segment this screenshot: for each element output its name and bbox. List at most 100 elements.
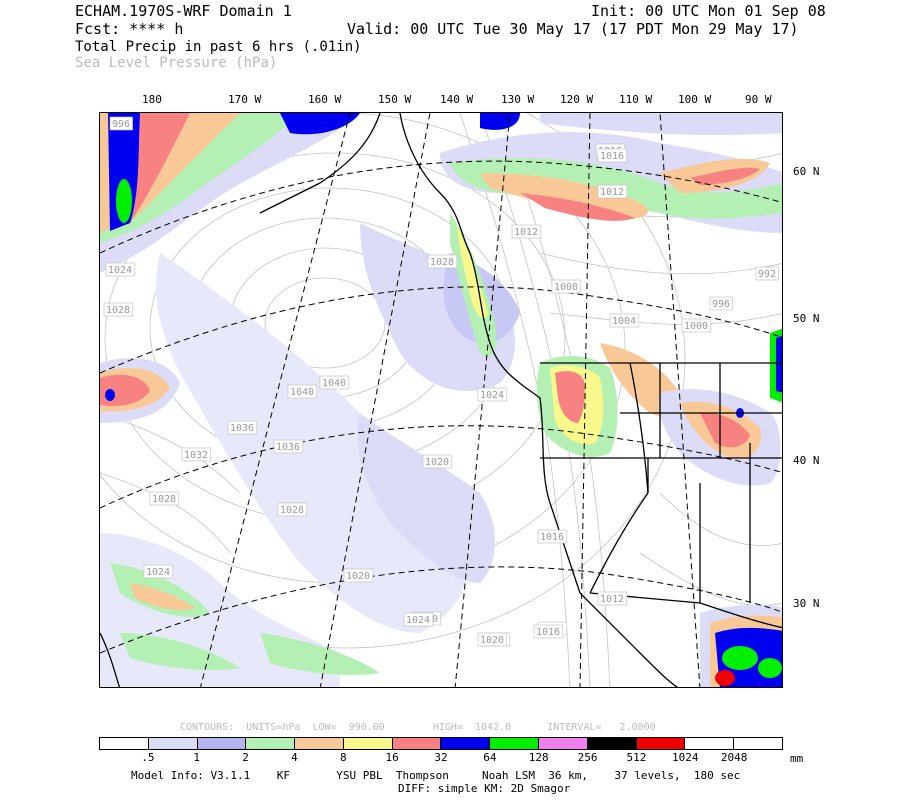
pressure-label: 1036 bbox=[276, 442, 300, 453]
lon-label: 100 W bbox=[678, 93, 712, 106]
pressure-label-box bbox=[149, 491, 180, 506]
colorbar-tick: 32 bbox=[434, 751, 448, 764]
pressure-label: 1024 bbox=[108, 265, 132, 276]
pressure-label: 1032 bbox=[184, 450, 208, 461]
pressure-label-box bbox=[227, 420, 258, 435]
colorbar-swatch bbox=[636, 738, 686, 749]
colorbar-tick: .5 bbox=[141, 751, 155, 764]
lon-label: 90 W bbox=[745, 93, 772, 106]
pressure-label-box bbox=[287, 384, 318, 399]
pressure-label-box bbox=[477, 632, 508, 647]
pressure-label-box bbox=[511, 224, 542, 239]
pressure-label-box bbox=[609, 313, 640, 328]
pressure-label-box bbox=[319, 375, 350, 390]
pressure-label-box bbox=[181, 447, 212, 462]
colorbar-tick: 2048 bbox=[720, 751, 748, 764]
colorbar-tick: 256 bbox=[577, 751, 598, 764]
colorbar-swatch bbox=[490, 738, 540, 749]
colorbar-tick: 1 bbox=[193, 751, 201, 764]
pressure-label: 1012 bbox=[600, 187, 624, 198]
lon-label: 140 W bbox=[440, 93, 474, 106]
colorbar-swatch bbox=[100, 738, 149, 749]
colorbar-swatch bbox=[392, 738, 442, 749]
pressure-label: 1016 bbox=[536, 627, 560, 638]
colorbar-tick: 8 bbox=[339, 751, 347, 764]
pressure-label: 1012 bbox=[514, 227, 538, 238]
pressure-label-box bbox=[105, 262, 136, 277]
lon-label: 110 W bbox=[619, 93, 653, 106]
pressure-label-box bbox=[755, 266, 779, 281]
pressure-label-box bbox=[422, 454, 453, 469]
colorbar-swatch bbox=[734, 738, 782, 749]
pressure-label-box bbox=[403, 612, 434, 627]
pressure-labels: 996 1024 1028 1040 1040 1036 1036 1032 1028 1028 1… bbox=[103, 116, 779, 647]
pressure-label: 1040 bbox=[322, 378, 346, 389]
colorbar-tick: 512 bbox=[626, 751, 647, 764]
valid-time: Valid: 00 UTC Tue 30 May 17 (17 PDT Mon … bbox=[347, 20, 799, 38]
colorbar-unit: mm bbox=[790, 752, 804, 765]
pressure-label-box bbox=[427, 254, 458, 269]
pressure-label-box bbox=[709, 296, 733, 311]
pressure-label: 1020 bbox=[480, 635, 504, 646]
lon-label: 170 W bbox=[228, 93, 262, 106]
precip-colorbar bbox=[99, 737, 783, 750]
pressure-label-box bbox=[681, 318, 712, 333]
pressure-label: 1028 bbox=[106, 305, 130, 316]
pressure-label-box bbox=[597, 184, 628, 199]
map-canvas: 996 1024 1028 1040 1040 1036 1036 1032 1028 1028 1… bbox=[100, 113, 782, 687]
pressure-label-box bbox=[537, 529, 568, 544]
colorbar-swatch bbox=[343, 738, 393, 749]
field-precip-title: Total Precip in past 6 hrs (.01in) bbox=[75, 39, 362, 55]
weather-map: 996 1024 1028 1040 1040 1036 1036 1032 1028 1028 1… bbox=[99, 112, 783, 688]
colorbar-tick: 2 bbox=[242, 751, 249, 764]
pressure-label: 1024 bbox=[406, 615, 430, 626]
pressure-label: 1024 bbox=[480, 390, 504, 401]
pressure-label: 1004 bbox=[612, 316, 636, 327]
pressure-label-box bbox=[533, 624, 564, 639]
lat-label: 60 N bbox=[793, 165, 820, 178]
colorbar-swatch bbox=[148, 738, 198, 749]
pressure-label: 1020 bbox=[346, 571, 370, 582]
colorbar-swatch bbox=[587, 738, 637, 749]
lon-label: 150 W bbox=[378, 93, 412, 106]
pressure-label-box bbox=[551, 279, 582, 294]
pressure-label: 1020 bbox=[425, 457, 449, 468]
pressure-label: 1028 bbox=[430, 257, 454, 268]
lon-label: 130 W bbox=[501, 93, 535, 106]
colorbar-tick: 64 bbox=[483, 751, 497, 764]
pressure-label: 1012 bbox=[600, 594, 624, 605]
pressure-label-box bbox=[477, 387, 508, 402]
pressure-label: 1036 bbox=[230, 423, 254, 434]
pressure-label: 1000 bbox=[684, 321, 708, 332]
model-title: ECHAM.1970S-WRF Domain 1 bbox=[75, 2, 292, 20]
forecast-hour: Fcst: **** h bbox=[75, 20, 184, 38]
pressure-label-box bbox=[109, 116, 133, 131]
pressure-label-box bbox=[597, 591, 628, 606]
lat-label: 40 N bbox=[793, 454, 820, 467]
colorbar-swatch bbox=[685, 738, 735, 749]
coastlines bbox=[100, 113, 782, 687]
pressure-label: 1040 bbox=[290, 387, 314, 398]
lon-label: 180 bbox=[142, 93, 162, 106]
contours-info: CONTOURS: UNITS=hPa LOW= 990.00 HIGH= 10… bbox=[180, 722, 656, 733]
lon-label: 160 W bbox=[308, 93, 342, 106]
pressure-label: 996 bbox=[112, 119, 130, 130]
colorbar-swatch bbox=[539, 738, 588, 749]
pressure-label: 1008 bbox=[554, 282, 578, 293]
pressure-label-box bbox=[143, 564, 174, 579]
lon-label: 120 W bbox=[560, 93, 594, 106]
diff-info: DIFF: simple KM: 2D Smagor bbox=[398, 782, 571, 795]
pressure-label-box bbox=[277, 502, 308, 517]
colorbar-tick: 16 bbox=[385, 751, 399, 764]
pressure-label: 1024 bbox=[146, 567, 170, 578]
graticule bbox=[100, 113, 782, 687]
pressure-label-box bbox=[343, 568, 374, 583]
init-time: Init: 00 UTC Mon 01 Sep 08 bbox=[591, 2, 826, 20]
colorbar-tick: 4 bbox=[291, 751, 298, 764]
pressure-label-box bbox=[597, 148, 628, 163]
colorbar-swatch bbox=[441, 738, 491, 749]
pressure-label: 996 bbox=[712, 299, 730, 310]
colorbar-tick: 128 bbox=[528, 751, 549, 764]
colorbar-swatch bbox=[197, 738, 247, 749]
field-slp-title: Sea Level Pressure (hPa) bbox=[75, 55, 278, 71]
